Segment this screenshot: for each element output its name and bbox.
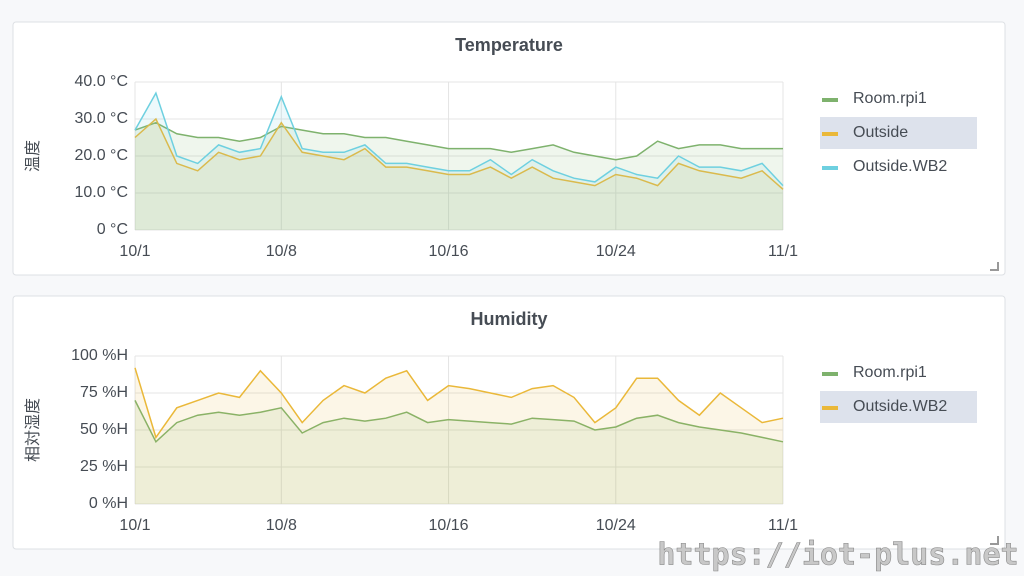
y-tick-label: 40.0 °C xyxy=(74,73,128,90)
x-tick-label: 10/8 xyxy=(266,243,297,260)
y-tick-label: 0 %H xyxy=(89,495,128,512)
y-tick-label: 10.0 °C xyxy=(74,184,128,201)
panel xyxy=(12,295,1006,550)
y-tick-label: 25 %H xyxy=(80,458,128,475)
area-fill xyxy=(135,367,783,504)
x-tick-label: 10/1 xyxy=(119,517,150,534)
x-tick-label: 11/1 xyxy=(768,517,798,534)
series-line xyxy=(134,400,784,444)
y-tick-label: 75 %H xyxy=(80,384,128,401)
y-axis-label: 温度 xyxy=(24,140,42,172)
legend-label[interactable]: Outside.WB2 xyxy=(853,398,947,415)
panel xyxy=(12,21,1006,276)
legend-label[interactable]: Room.rpi1 xyxy=(853,364,927,381)
area-fill xyxy=(135,93,783,230)
chart-title: Humidity xyxy=(470,309,547,329)
y-tick-label: 20.0 °C xyxy=(74,147,128,164)
legend-label[interactable]: Outside.WB2 xyxy=(853,158,947,175)
x-tick-label: 10/1 xyxy=(119,243,150,260)
legend-label[interactable]: Room.rpi1 xyxy=(853,90,927,107)
x-tick-label: 10/16 xyxy=(429,243,469,260)
y-tick-label: 30.0 °C xyxy=(74,110,128,127)
series-line xyxy=(134,367,784,440)
y-axis-label: 相対湿度 xyxy=(24,398,42,462)
series-line xyxy=(134,117,784,190)
legend-highlight xyxy=(820,391,977,423)
x-tick-label: 10/24 xyxy=(596,517,636,534)
y-tick-label: 100 %H xyxy=(71,347,128,364)
x-tick-label: 10/16 xyxy=(429,517,469,534)
y-tick-label: 0 °C xyxy=(97,221,128,238)
x-tick-label: 10/24 xyxy=(596,243,636,260)
resize-handle[interactable] xyxy=(990,536,999,545)
series-line xyxy=(134,121,783,161)
x-tick-label: 10/8 xyxy=(266,517,297,534)
watermark: https://iot-plus.net xyxy=(657,538,1018,573)
legend-label[interactable]: Outside xyxy=(853,124,908,141)
x-tick-label: 11/1 xyxy=(768,243,798,260)
chart-title: Temperature xyxy=(455,35,563,55)
resize-handle[interactable] xyxy=(990,262,999,271)
area-fill xyxy=(135,400,783,504)
y-tick-label: 50 %H xyxy=(80,421,128,438)
series-line xyxy=(134,91,784,187)
area-fill xyxy=(135,122,783,230)
legend-highlight xyxy=(820,117,977,149)
